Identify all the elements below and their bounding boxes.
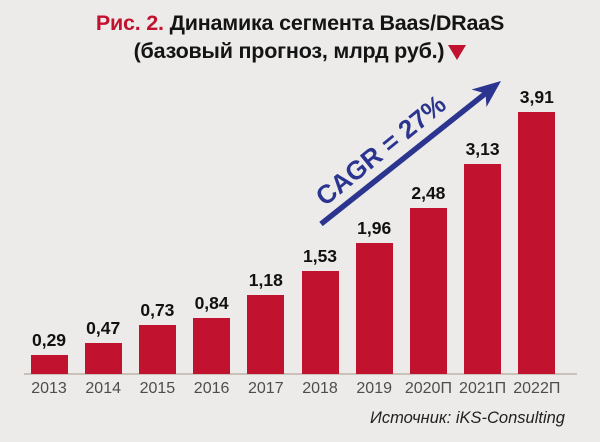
bar <box>301 271 339 374</box>
bar-value-label: 1,18 <box>248 270 283 290</box>
bar <box>518 112 556 374</box>
figure-number: Рис. 2. <box>95 11 164 35</box>
x-tick-label: 2018 <box>302 380 338 397</box>
x-tick-label: 2020П <box>404 380 452 397</box>
chart-title: Рис. 2. Динамика сегмента Baas/DRaaS (ба… <box>0 9 600 65</box>
bar-value-label: 1,96 <box>357 218 392 238</box>
bar-value-label: 0,84 <box>194 293 229 313</box>
x-axis-line <box>24 373 577 375</box>
bar <box>193 318 231 374</box>
x-tick-label: 2014 <box>85 380 121 397</box>
bar <box>355 243 393 374</box>
bar-value-label: 2,48 <box>411 183 446 203</box>
bar-value-label: 3,13 <box>465 139 500 159</box>
chart-title-line1: Рис. 2. Динамика сегмента Baas/DRaaS <box>0 9 600 37</box>
x-tick-label: 2021П <box>459 380 507 397</box>
x-tick-label: 2022П <box>513 380 561 397</box>
x-tick-label: 2019 <box>356 380 392 397</box>
bar-value-label: 0,73 <box>140 300 175 320</box>
x-tick-label: 2013 <box>31 380 67 397</box>
down-triangle-icon <box>448 45 467 60</box>
bar-value-label: 0,29 <box>31 330 67 350</box>
bar-value-label: 0,47 <box>86 318 121 338</box>
chart-title-text: Динамика сегмента Baas/DRaaS <box>163 11 505 35</box>
bar <box>84 343 122 374</box>
chart-subtitle: (базовый прогноз, млрд руб.) <box>0 37 600 65</box>
bar <box>30 355 68 374</box>
bar <box>247 295 285 374</box>
source-credit: Источник: iKS-Consulting <box>370 409 565 427</box>
x-tick-label: 2017 <box>248 380 284 397</box>
x-tick-label: 2015 <box>139 380 176 397</box>
bar-value-label: 3,91 <box>519 87 554 107</box>
bar <box>138 325 176 374</box>
bar <box>409 208 447 374</box>
x-tick-label: 2016 <box>193 380 230 397</box>
chart-subtitle-text: (базовый прогноз, млрд руб.) <box>133 39 445 63</box>
bar-value-label: 1,53 <box>302 246 338 266</box>
bar <box>464 164 502 374</box>
